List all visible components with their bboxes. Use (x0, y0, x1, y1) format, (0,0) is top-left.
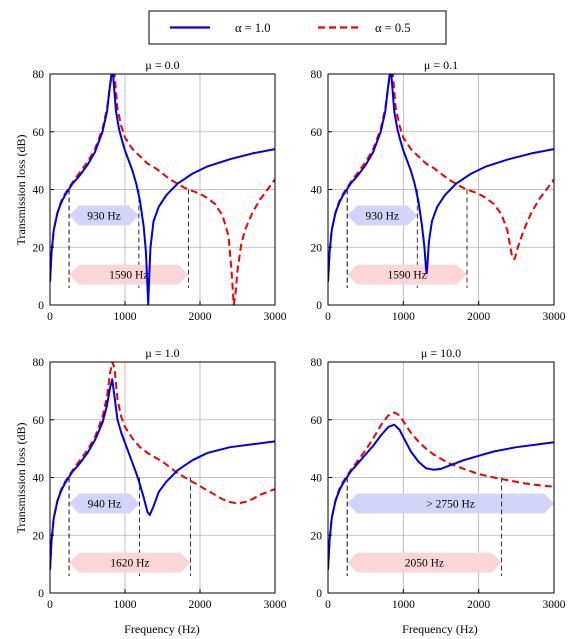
y-tick-label: 40 (33, 473, 45, 485)
band-label: 930 Hz (365, 210, 399, 222)
legend-label-alpha-0.5: α = 0.5 (375, 21, 410, 35)
band-arrow-alpha-0.5 (347, 552, 502, 573)
band-arrow-alpha-0.5 (69, 264, 189, 285)
y-axis-label-bottom-left: Transmission loss (dB) (14, 423, 28, 534)
panel-mu-1.0: 940 Hz 1620 Hz 0 1000 2000 3000 0 20 40 60 80 μ = 1… (33, 346, 287, 611)
panel-title: μ = 1.0 (145, 346, 179, 360)
panel-mu-0.0: 930 Hz 1590 Hz 0 1000 2000 3000 0 20 40 60 80 μ = 0… (33, 58, 287, 323)
annotation-bands: 940 Hz 1620 Hz (68, 477, 192, 576)
y-tick-label: 0 (316, 588, 322, 600)
x-tick-label: 3000 (264, 599, 287, 611)
y-axis-label-top-left: Transmission loss (dB) (14, 135, 28, 246)
x-axis-label-left: Frequency (Hz) (124, 622, 200, 636)
plot-area: > 2750 Hz 2050 Hz (328, 411, 554, 576)
band-label: 940 Hz (88, 498, 122, 510)
legend-label-alpha-1: α = 1.0 (235, 21, 270, 35)
y-tick-label: 20 (33, 242, 45, 254)
plot-area: 930 Hz 1590 Hz (50, 74, 275, 305)
y-tick-label: 20 (311, 530, 323, 542)
x-tick-label: 3000 (543, 311, 566, 323)
annotation-bands: 930 Hz 1590 Hz (346, 189, 468, 288)
y-tick-label: 80 (33, 357, 45, 369)
series-line-alpha-0.5 (50, 362, 275, 570)
y-tick-label: 40 (311, 185, 323, 197)
band-arrow-alpha-1 (69, 493, 140, 514)
series-line-alpha-1 (50, 378, 275, 570)
annotation-bands: > 2750 Hz 2050 Hz (346, 477, 554, 576)
x-tick-label: 2000 (467, 599, 490, 611)
series-line-alpha-1 (328, 423, 554, 570)
y-tick-label: 20 (311, 242, 323, 254)
y-tick-label: 60 (33, 127, 45, 139)
band-arrow-alpha-1 (347, 493, 554, 514)
x-tick-label: 1000 (392, 311, 415, 323)
panel-mu-10.0: > 2750 Hz 2050 Hz 0 1000 2000 3000 0 20 40 60 80 μ … (311, 346, 566, 611)
y-tick-label: 60 (311, 415, 323, 427)
plot-area: 930 Hz 1590 Hz (328, 74, 554, 288)
band-label: 1620 Hz (110, 558, 149, 570)
band-label: 930 Hz (87, 210, 121, 222)
y-tick-label: 0 (38, 300, 44, 312)
x-tick-label: 0 (325, 599, 331, 611)
band-label: > 2750 Hz (426, 498, 475, 510)
x-tick-label: 1000 (114, 599, 137, 611)
x-tick-label: 2000 (189, 599, 212, 611)
y-tick-label: 40 (311, 473, 323, 485)
panel-title: μ = 10.0 (421, 346, 461, 360)
band-arrow-alpha-1 (69, 205, 139, 226)
plot-area: 940 Hz 1620 Hz (50, 362, 275, 576)
x-tick-label: 3000 (543, 599, 566, 611)
x-tick-label: 0 (325, 311, 331, 323)
series-line-alpha-1 (50, 74, 275, 305)
series-line-alpha-0.5 (328, 411, 554, 570)
x-tick-label: 3000 (264, 311, 287, 323)
y-tick-label: 20 (33, 530, 45, 542)
x-tick-label: 1000 (392, 599, 415, 611)
x-tick-label: 1000 (114, 311, 137, 323)
y-tick-label: 80 (33, 69, 45, 81)
annotation-bands: 930 Hz 1590 Hz (68, 189, 189, 288)
band-arrow-alpha-0.5 (347, 264, 467, 285)
series-line-alpha-1 (328, 74, 554, 282)
x-tick-label: 2000 (467, 311, 490, 323)
y-tick-label: 0 (316, 300, 322, 312)
panel-title: μ = 0.1 (424, 58, 458, 72)
band-arrow-alpha-0.5 (69, 552, 191, 573)
y-tick-label: 80 (311, 357, 323, 369)
y-tick-label: 60 (311, 127, 323, 139)
y-tick-label: 0 (38, 588, 44, 600)
band-label: 2050 Hz (405, 558, 444, 570)
x-tick-label: 0 (47, 599, 53, 611)
series-line-alpha-0.5 (328, 74, 554, 282)
panel-title: μ = 0.0 (145, 58, 179, 72)
band-arrow-alpha-1 (347, 205, 418, 226)
x-axis-label-right: Frequency (Hz) (402, 622, 478, 636)
x-tick-label: 2000 (189, 311, 212, 323)
band-label: 1590 Hz (387, 270, 426, 282)
y-tick-label: 60 (33, 415, 45, 427)
legend: α = 1.0 α = 0.5 (148, 10, 447, 45)
y-tick-label: 40 (33, 185, 45, 197)
y-tick-label: 80 (311, 69, 323, 81)
x-tick-label: 0 (47, 311, 53, 323)
panel-mu-0.1: 930 Hz 1590 Hz 0 1000 2000 3000 0 20 40 60 80 μ = 0… (311, 58, 566, 323)
band-label: 1590 Hz (109, 270, 148, 282)
